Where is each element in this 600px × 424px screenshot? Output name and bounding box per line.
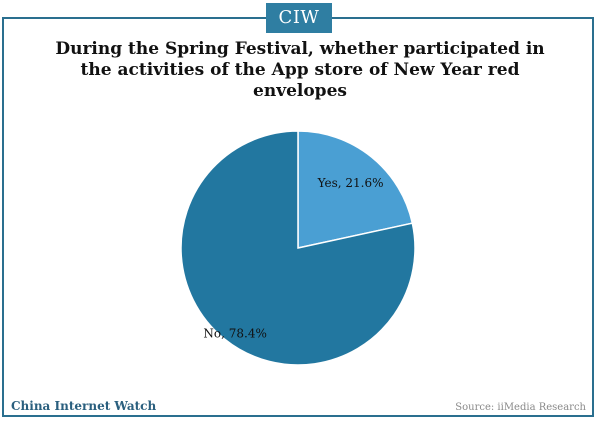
pie-slice-no <box>180 130 416 366</box>
pie-label-no: No, 78.4% <box>203 327 266 341</box>
footer-source: Source: iiMedia Research <box>455 402 586 413</box>
brand-badge: CIW <box>266 3 332 33</box>
pie-slice-yes <box>297 130 414 249</box>
chart-title: During the Spring Festival, whether part… <box>55 39 545 101</box>
footer-brand[interactable]: China Internet Watch <box>11 399 157 413</box>
pie-label-yes: Yes, 21.6% <box>317 176 384 190</box>
